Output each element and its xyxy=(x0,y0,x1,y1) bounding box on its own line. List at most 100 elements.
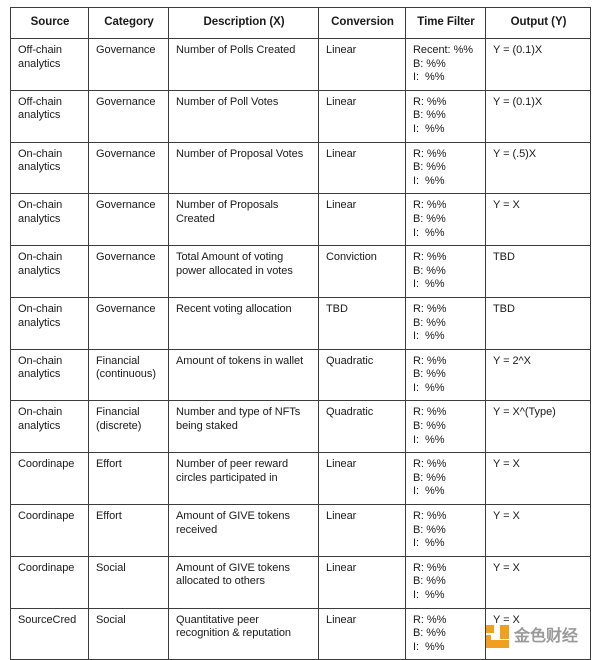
cell-conversion: Quadratic xyxy=(318,400,406,454)
time-filter-line: Recent: %% xyxy=(413,44,474,56)
cell-description-text: Amount of GIVE tokens received xyxy=(176,510,290,536)
cell-category: Effort xyxy=(88,504,169,557)
time-filter-line: R: %% xyxy=(413,354,447,367)
cell-conversion-text: Linear xyxy=(326,44,357,56)
cell-conversion-text: Linear xyxy=(326,458,357,471)
cell-category-text: Financial (discrete) xyxy=(96,406,142,433)
cell-conversion: Linear xyxy=(318,555,406,609)
table-row: On-chain analytics Governance Recent votin… xyxy=(10,296,591,350)
cell-output-text: TBD xyxy=(493,302,515,315)
cell-conversion-text: TBD xyxy=(326,302,348,315)
cell-category-text: Governance xyxy=(96,251,156,264)
time-filter-line: B: %% xyxy=(413,575,446,588)
column-header-source: Source xyxy=(10,7,89,39)
cell-output-text: Y = (.5)X xyxy=(493,147,537,160)
cell-description-text: Number of Proposal Votes xyxy=(176,147,304,160)
cell-source: On-chain analytics xyxy=(10,348,89,402)
table-row: SourceCred Social Quantitative peer recogn… xyxy=(10,607,591,660)
cell-conversion: Linear xyxy=(318,193,406,247)
cell-output-text: Y = X xyxy=(493,199,520,212)
cell-output: TBD xyxy=(485,296,591,350)
cell-time-filter: Recent: %% B: %% I: %% xyxy=(405,38,486,91)
time-filter-line: R: %% xyxy=(413,251,447,264)
cell-output: Y = (.5)X xyxy=(485,141,591,195)
cell-output: Y = X xyxy=(485,607,591,660)
table-row: Off-chain analytics Governance Number of P… xyxy=(10,89,591,143)
cell-output: Y = X xyxy=(485,555,591,609)
cell-source: On-chain analytics xyxy=(10,193,89,247)
cell-output: Y = (0.1)X xyxy=(485,38,591,91)
cell-category: Effort xyxy=(88,452,169,506)
cell-description-text: Number of Polls Created xyxy=(176,44,296,56)
cell-category: Social xyxy=(88,555,169,609)
cell-time-filter: R: %% B: %% I: %% xyxy=(405,504,486,557)
cell-description: Number and type of NFTs being staked xyxy=(168,400,319,454)
time-filter-line: I: %% xyxy=(413,174,445,187)
time-filter-line: I: %% xyxy=(413,485,445,498)
cell-source-text: On-chain analytics xyxy=(18,147,63,174)
cell-description: Number of Proposal Votes xyxy=(168,141,319,195)
time-filter-line: I: %% xyxy=(413,226,445,239)
cell-output: Y = X^(Type) xyxy=(485,400,591,454)
cell-description: Amount of tokens in wallet xyxy=(168,348,319,402)
cell-category-text: Governance xyxy=(96,199,156,212)
cell-source: Off-chain analytics xyxy=(10,89,89,143)
cell-conversion: Linear xyxy=(318,38,406,91)
cell-time-filter: R: %% B: %% I: %% xyxy=(405,555,486,609)
cell-output: Y = X xyxy=(485,452,591,506)
cell-category: Governance xyxy=(88,245,169,298)
cell-category: Financial (discrete) xyxy=(88,400,169,454)
cell-source: On-chain analytics xyxy=(10,296,89,350)
table-row: On-chain analytics Governance Number of Pr… xyxy=(10,193,591,247)
time-filter-line: I: %% xyxy=(413,71,445,84)
cell-description-text: Number and type of NFTs being staked xyxy=(176,406,301,433)
cell-description: Total Amount of voting power allocated i… xyxy=(168,245,319,298)
table-row: On-chain analytics Governance Number of Pr… xyxy=(10,141,591,195)
time-filter-line: B: %% xyxy=(413,264,446,277)
cell-conversion-text: Linear xyxy=(326,95,357,108)
cell-category: Financial (continuous) xyxy=(88,348,169,402)
cell-output-text: Y = (0.1)X xyxy=(493,95,543,108)
time-filter-line: I: %% xyxy=(413,433,445,446)
cell-description: Amount of GIVE tokens allocated to other… xyxy=(168,555,319,609)
cell-output: Y = X xyxy=(485,504,591,557)
cell-source-text: On-chain analytics xyxy=(18,302,63,329)
cell-category: Governance xyxy=(88,296,169,350)
time-filter-line: B: %% xyxy=(413,316,446,329)
cell-description: Number of Poll Votes xyxy=(168,89,319,143)
time-filter-line: R: %% xyxy=(413,561,447,574)
time-filter-line: I: %% xyxy=(413,537,445,550)
cell-source: Coordinape xyxy=(10,555,89,609)
table-row: On-chain analytics Financial (continuous)… xyxy=(10,348,591,402)
cell-time-filter: R: %% B: %% I: %% xyxy=(405,193,486,247)
time-filter-line: B: %% xyxy=(413,627,446,640)
cell-source-text: Coordinape xyxy=(18,458,75,471)
time-filter-line: R: %% xyxy=(413,95,447,108)
cell-conversion-text: Quadratic xyxy=(326,354,374,367)
cell-output: Y = (0.1)X xyxy=(485,89,591,143)
scoring-matrix-table: Source Category Description (X) Conversi… xyxy=(10,7,591,660)
cell-conversion-text: Linear xyxy=(326,147,357,160)
cell-source-text: On-chain analytics xyxy=(18,406,63,433)
cell-time-filter: R: %% B: %% I: %% xyxy=(405,245,486,298)
cell-output-text: Y = X xyxy=(493,613,520,626)
time-filter-line: I: %% xyxy=(413,589,445,601)
cell-conversion: Quadratic xyxy=(318,348,406,402)
table-header-row: Source Category Description (X) Conversi… xyxy=(10,7,591,39)
cell-conversion: Linear xyxy=(318,89,406,143)
cell-time-filter: R: %% B: %% I: %% xyxy=(405,400,486,454)
table-row: Off-chain analytics Governance Number of P… xyxy=(10,38,591,91)
time-filter-line: R: %% xyxy=(413,406,447,419)
cell-conversion-text: Linear xyxy=(326,510,357,523)
cell-time-filter: R: %% B: %% I: %% xyxy=(405,296,486,350)
cell-description-text: Number of Poll Votes xyxy=(176,95,279,108)
cell-description: Amount of GIVE tokens received xyxy=(168,504,319,557)
cell-conversion-text: Linear xyxy=(326,561,357,574)
cell-category-text: Financial (continuous) xyxy=(96,354,156,381)
cell-category-text: Governance xyxy=(96,302,156,315)
cell-source: Coordinape xyxy=(10,504,89,557)
cell-description-text: Recent voting allocation xyxy=(176,302,292,315)
time-filter-line: B: %% xyxy=(413,212,446,225)
cell-time-filter: R: %% B: %% I: %% xyxy=(405,607,486,660)
cell-description: Recent voting allocation xyxy=(168,296,319,350)
